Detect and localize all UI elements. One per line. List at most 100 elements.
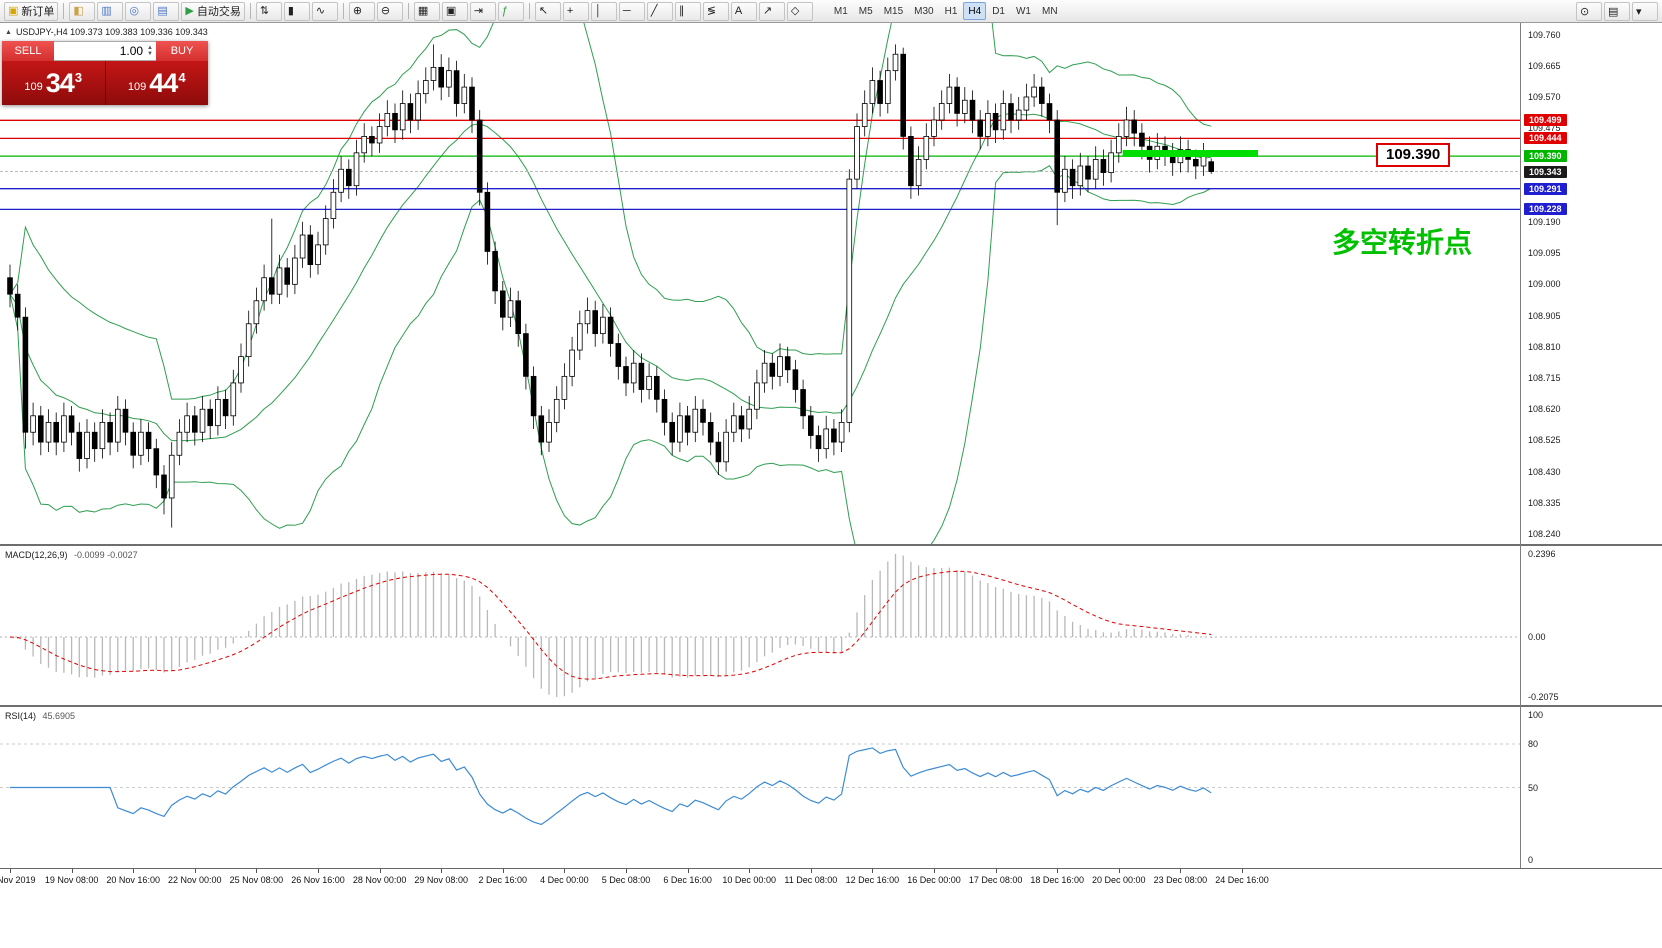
zoom-out-button[interactable]: ⊖ xyxy=(376,1,403,21)
volume-field[interactable]: 1.00 ▲ ▼ xyxy=(54,41,156,61)
rsi-value: 45.6905 xyxy=(42,711,76,721)
fibonacci-button[interactable]: ≶ xyxy=(702,1,729,21)
bar-chart-icon: ⇅ xyxy=(259,4,270,17)
channel-button[interactable]: ∥ xyxy=(674,1,701,21)
vertical-line-icon: │ xyxy=(594,4,602,17)
window-list-icon[interactable]: ▤ xyxy=(1604,1,1630,21)
panel-separator[interactable] xyxy=(0,544,1662,546)
rsi-indicator-label: RSI(14) 45.6905 xyxy=(5,711,75,721)
time-label: 6 Dec 16:00 xyxy=(663,875,712,885)
time-label: 25 Nov 08:00 xyxy=(229,875,284,885)
price-marker: 109.291 xyxy=(1524,182,1567,195)
panel-separator[interactable] xyxy=(0,705,1662,707)
buy-price-sup: 4 xyxy=(178,69,186,85)
rsi-axis[interactable]: 100 80 50 0 xyxy=(1521,707,1662,868)
price-tick-label: 108.715 xyxy=(1528,373,1561,383)
autotrading-icon: ▶ xyxy=(185,4,194,17)
horizontal-line-button[interactable]: ─ xyxy=(618,1,645,21)
price-marker: 109.444 xyxy=(1524,132,1567,145)
price-tick-label: 108.905 xyxy=(1528,310,1561,321)
navigator-button[interactable]: ◎ xyxy=(125,1,152,21)
time-label: 22 Nov 00:00 xyxy=(168,875,222,885)
text-label-button[interactable]: A xyxy=(730,1,757,21)
trendline-button[interactable]: ╱ xyxy=(646,1,673,21)
price-chart-plot[interactable] xyxy=(0,23,1520,544)
chart-shift-button[interactable]: ⇥ xyxy=(469,1,496,21)
time-label: 23 Dec 08:00 xyxy=(1153,875,1208,885)
candles xyxy=(7,44,1215,528)
price-tick-label: 108.810 xyxy=(1528,341,1561,352)
time-label: 12 Dec 16:00 xyxy=(845,875,900,885)
sell-price-button[interactable]: 109 34 3 xyxy=(2,61,106,105)
timeframe-m1-button[interactable]: M1 xyxy=(833,5,848,17)
time-tick xyxy=(10,869,11,873)
price-axis[interactable]: 109.760 109.665 109.570 109.475 109.190 109.0… xyxy=(1521,23,1662,544)
time-label: 16 Dec 00:00 xyxy=(907,875,961,885)
terminal-button[interactable]: ▤ xyxy=(153,1,180,21)
indicators-window-button[interactable]: ◧ xyxy=(69,1,96,21)
toolbar: ▣ 新订单 ◧ ▥ ◎ ▤ ▶ 自动交易 ⇅ ▮ ∿ ⊕ ⊖ ▦ ▣ ⇥ ƒ ↖ + │ ─ ╱ ∥ ≶ A ↗ ◇ M1 M5 M15… xyxy=(0,0,1662,23)
timeframe-m5-button[interactable]: M5 xyxy=(858,5,873,17)
toolbar-separator xyxy=(407,3,409,19)
timeframe-mn-button[interactable]: MN xyxy=(1041,5,1058,17)
timeframe-m15-button[interactable]: M15 xyxy=(883,5,904,17)
line-chart-button[interactable]: ∿ xyxy=(311,1,338,21)
dropdown-icon[interactable]: ▾ xyxy=(1632,1,1658,21)
bar-chart-button[interactable]: ⇅ xyxy=(255,1,282,21)
macd-histogram xyxy=(17,554,1212,697)
cursor-icon: ↖ xyxy=(538,4,549,17)
buy-price-button[interactable]: 109 44 4 xyxy=(105,61,208,105)
timeframe-d1-button[interactable]: D1 xyxy=(992,5,1005,17)
toolbar-separator xyxy=(63,3,65,19)
time-label: 20 Dec 00:00 xyxy=(1092,875,1146,885)
horizontal-lines xyxy=(0,119,1520,211)
timeframe-m30-button[interactable]: M30 xyxy=(914,5,934,17)
price-tick-label: 109.095 xyxy=(1528,248,1561,259)
autotrading-button[interactable]: ▶ 自动交易 xyxy=(181,1,245,21)
toolbar-buttons: ▣ 新订单 ◧ ▥ ◎ ▤ ▶ 自动交易 ⇅ ▮ ∿ ⊕ ⊖ ▦ ▣ ⇥ ƒ ↖ + │ ─ ╱ ∥ ≶ A ↗ ◇ xyxy=(4,1,813,21)
price-tick-label: 109.760 xyxy=(1528,29,1561,40)
timeframe-h4-button[interactable]: H4 xyxy=(963,2,987,20)
buy-header-button[interactable]: BUY xyxy=(156,41,208,61)
time-label: 10 Dec 00:00 xyxy=(722,875,776,885)
symbol-info: ▲ USDJPY-,H4 109.373 109.383 109.336 109… xyxy=(5,27,208,37)
volume-value[interactable]: 1.00 xyxy=(119,44,144,58)
time-tick xyxy=(133,869,135,873)
cursor-button[interactable]: ↖ xyxy=(534,1,561,21)
candlestick-chart-button[interactable]: ▮ xyxy=(283,1,310,21)
macd-plot[interactable] xyxy=(0,546,1520,705)
time-axis[interactable]: 18 Nov 2019 19 Nov 08:00 20 Nov 16:00 22 No… xyxy=(0,868,1662,897)
price-marker: 109.228 xyxy=(1524,203,1567,216)
sell-price-prefix: 109 xyxy=(24,81,43,93)
magnifier-icon[interactable]: ⊙ xyxy=(1576,1,1602,21)
arrows-button[interactable]: ↗ xyxy=(758,1,785,21)
vertical-line-button[interactable]: │ xyxy=(590,1,617,21)
volume-down-button[interactable]: ▼ xyxy=(147,51,153,57)
time-tick xyxy=(749,869,751,873)
time-tick xyxy=(379,869,381,873)
rsi-plot[interactable] xyxy=(0,707,1520,868)
timeframe-w1-button[interactable]: W1 xyxy=(1015,5,1031,17)
timeframe-h1-button[interactable]: H1 xyxy=(944,5,958,17)
time-label: 20 Nov 16:00 xyxy=(106,875,160,885)
rsi-name: RSI(14) xyxy=(5,711,37,721)
symbol-ohlc-text: USDJPY-,H4 109.373 109.383 109.336 109.3… xyxy=(15,27,208,37)
time-tick xyxy=(502,869,504,873)
price-callout-label[interactable]: 109.390 xyxy=(1376,143,1451,167)
sell-header-button[interactable]: SELL xyxy=(2,41,54,61)
tile-windows-button[interactable]: ▦ xyxy=(413,1,440,21)
volume-up-button[interactable]: ▲ xyxy=(147,45,153,51)
new-order-icon: ▣ xyxy=(8,4,19,17)
indicators-list-button[interactable]: ƒ xyxy=(497,1,524,21)
auto-arrange-button[interactable]: ▣ xyxy=(441,1,468,21)
sell-price-big: 34 xyxy=(45,67,75,98)
macd-axis[interactable]: 0.2396 0.00 -0.2075 xyxy=(1521,546,1662,705)
timeframe-buttons: M1 M5 M15 M30 H1 H4 D1 W1 MN xyxy=(829,2,1063,20)
new-order-button[interactable]: ▣ 新订单 xyxy=(4,1,59,21)
crosshair-button[interactable]: + xyxy=(562,1,589,21)
shapes-button[interactable]: ◇ xyxy=(786,1,813,21)
price-tick-label: 108.240 xyxy=(1528,529,1561,540)
time-label: 28 Nov 00:00 xyxy=(352,875,407,885)
zoom-in-button[interactable]: ⊕ xyxy=(348,1,375,21)
profiles-button[interactable]: ▥ xyxy=(97,1,124,21)
